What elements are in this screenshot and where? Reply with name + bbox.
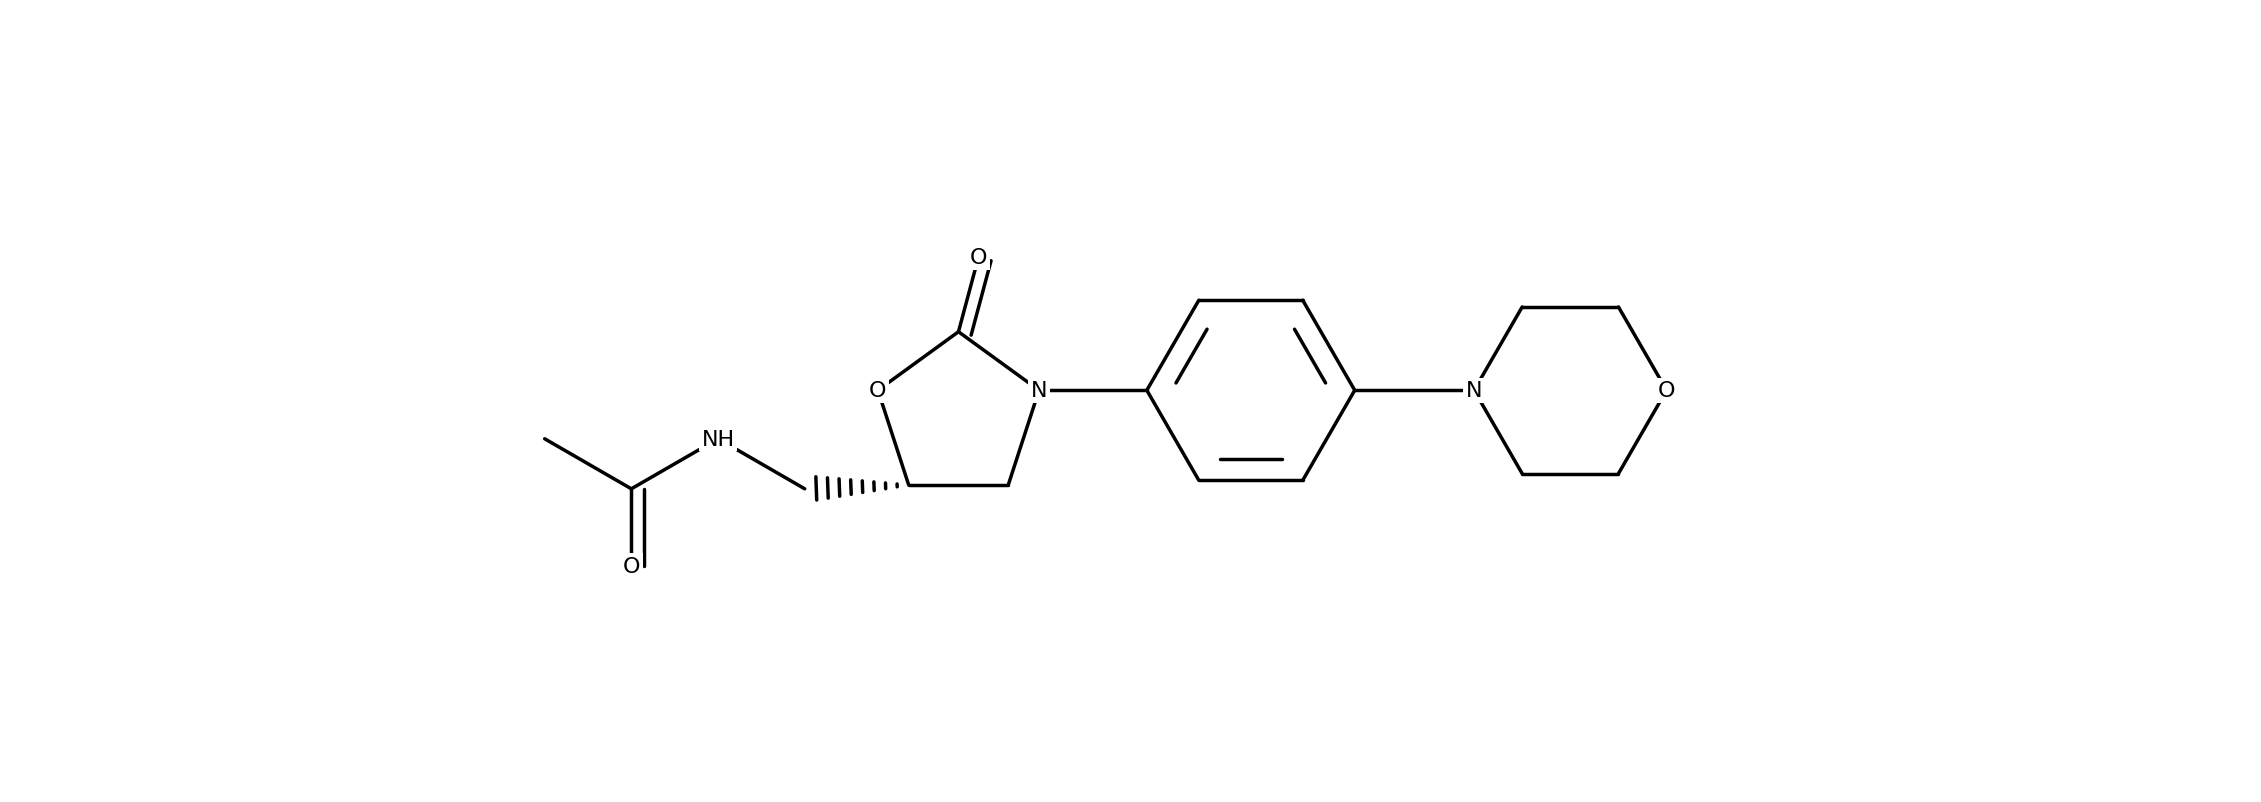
Text: N: N bbox=[1031, 381, 1047, 401]
Text: N: N bbox=[1465, 381, 1483, 401]
Text: O: O bbox=[622, 556, 640, 576]
Text: O: O bbox=[868, 381, 886, 401]
Text: NH: NH bbox=[701, 429, 735, 449]
Text: O: O bbox=[1657, 381, 1675, 401]
Text: O: O bbox=[970, 248, 988, 268]
